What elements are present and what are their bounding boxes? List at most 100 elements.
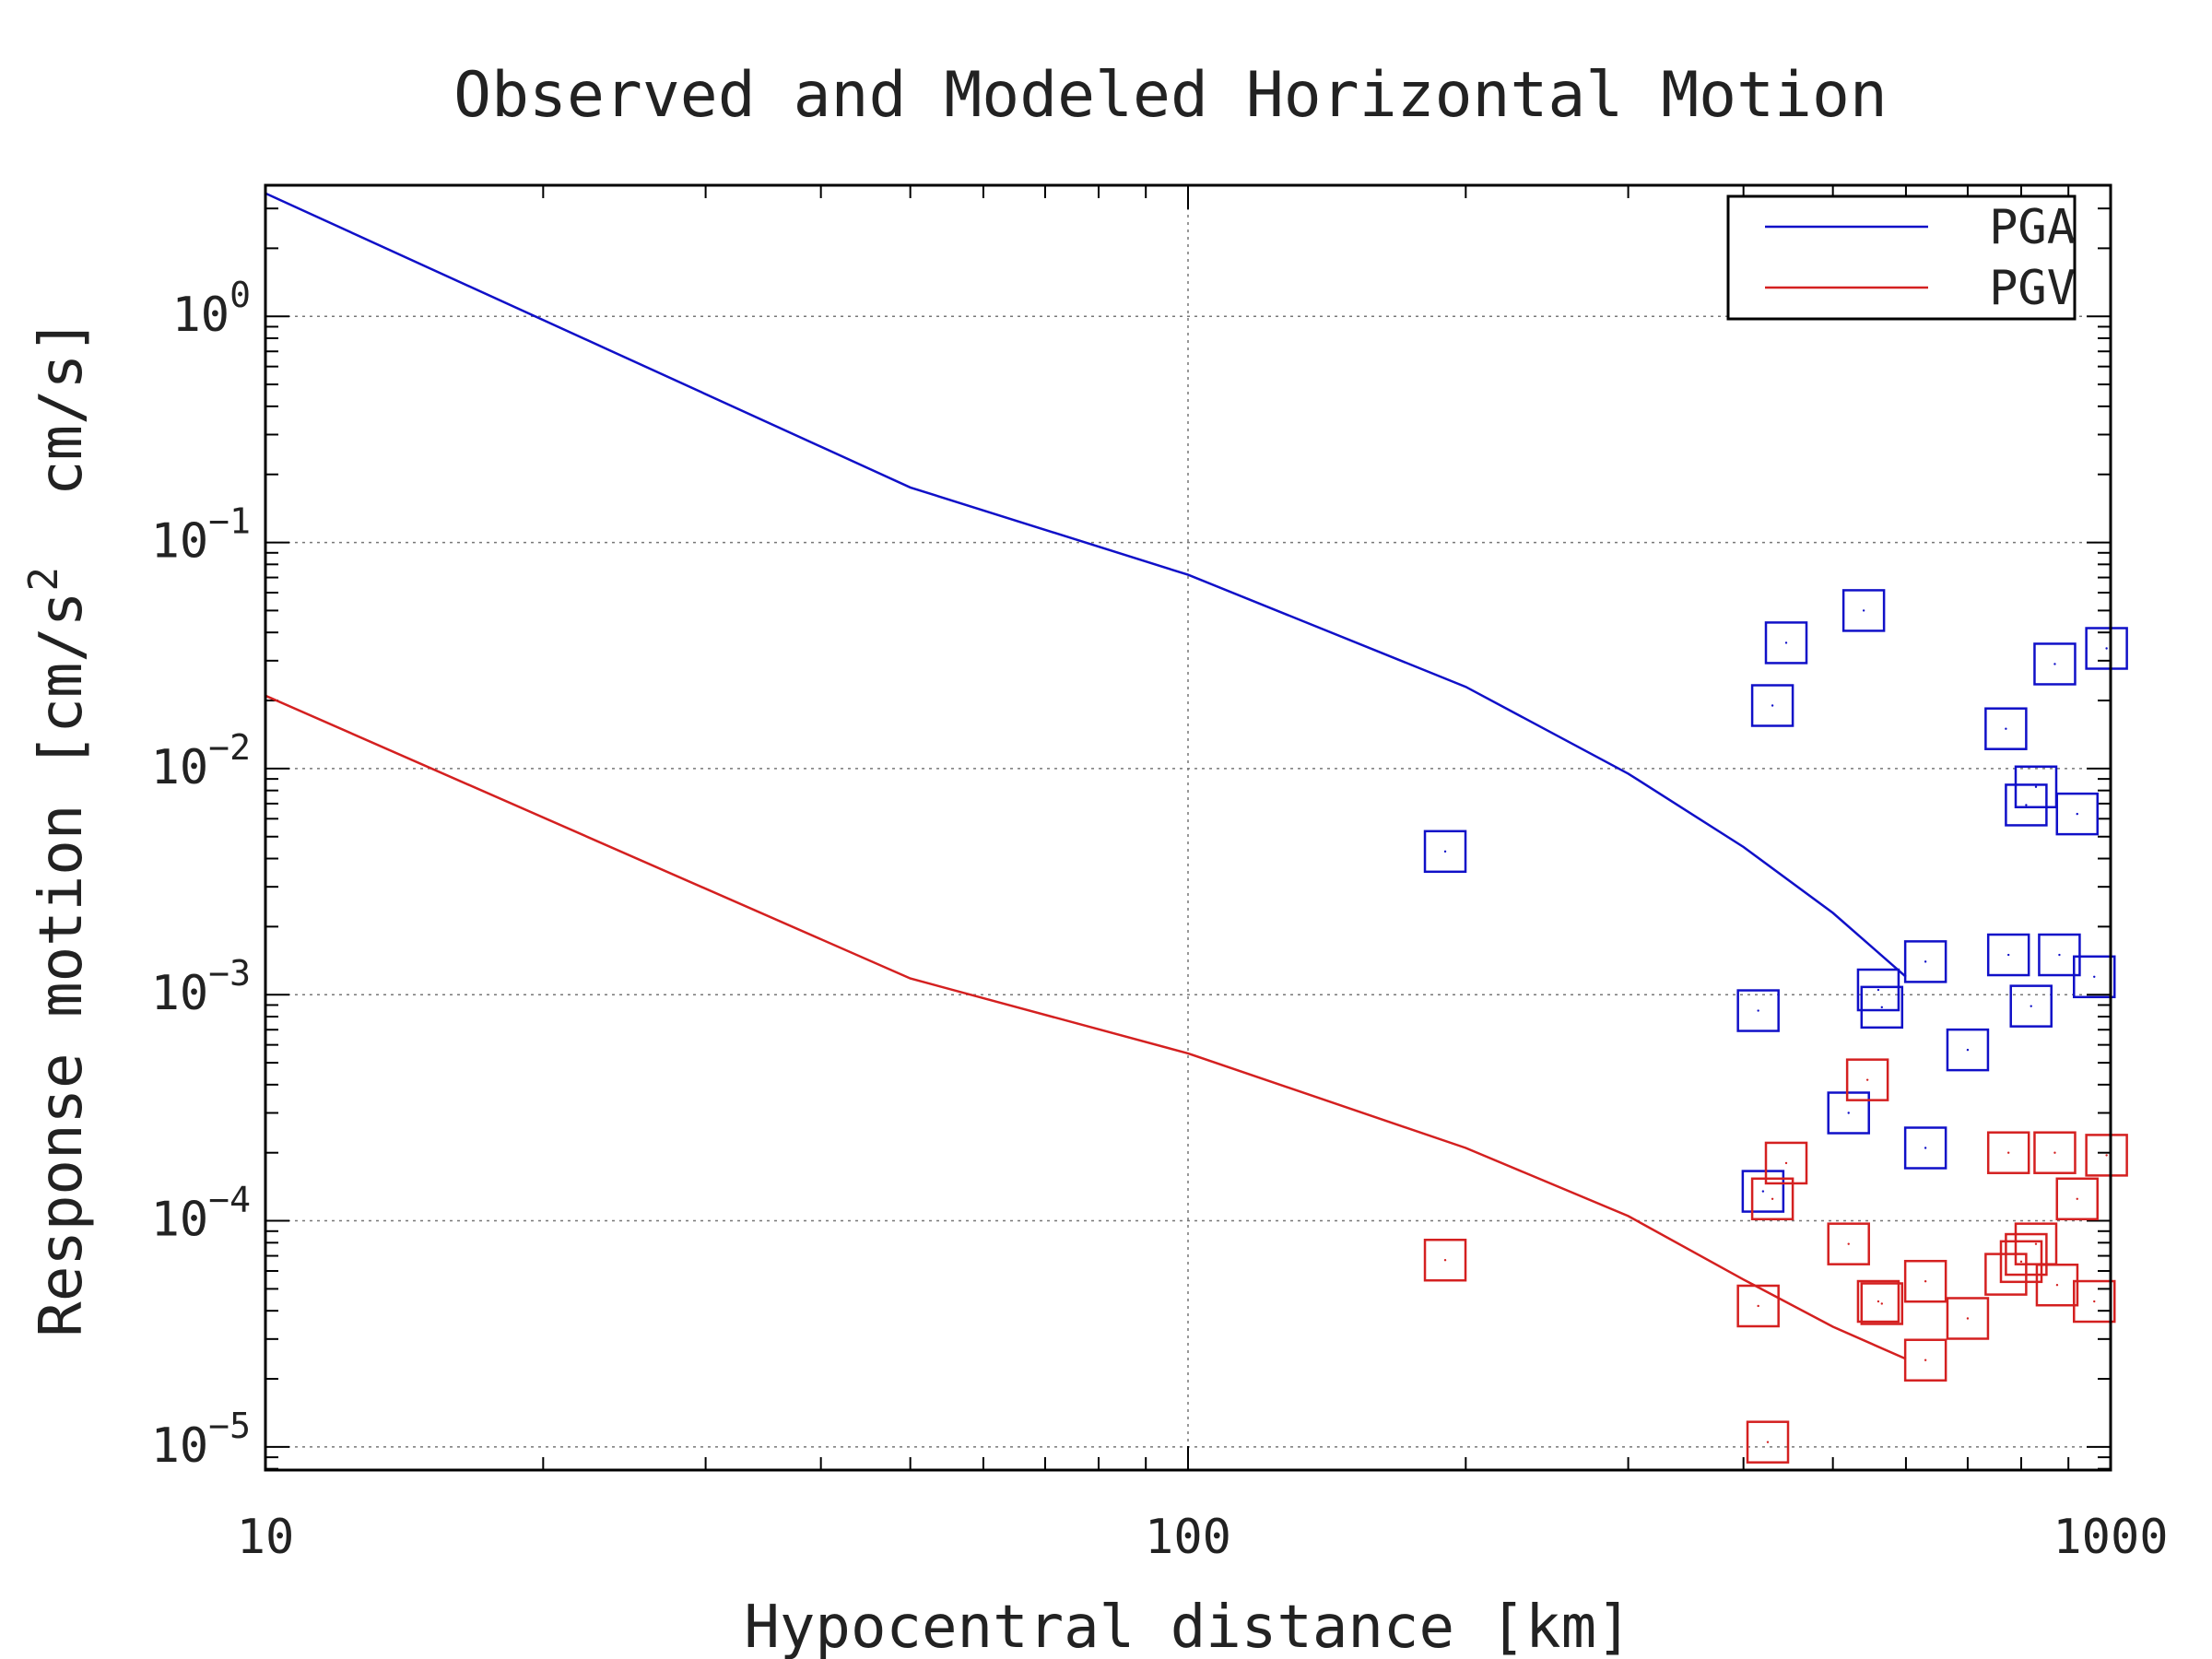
data-point-center-pgv-observed [1877, 1300, 1880, 1303]
data-point-pgv-observed [1764, 1141, 1808, 1185]
data-point-pgv-observed [1845, 1058, 1889, 1101]
tick-labels: 100 10−1 10−2 10−3 10−4 10−5 10 100 1000 [151, 275, 2169, 1565]
data-point-center-pgv-observed [1443, 1259, 1447, 1262]
data-point-pga-observed [1750, 684, 1794, 727]
data-point-center-pgv-observed [1924, 1359, 1927, 1361]
legend: PGA PGV [1726, 194, 2077, 321]
data-point-pga-observed [2033, 642, 2077, 686]
legend-label-pgv: PGV [1989, 261, 2076, 316]
data-point-pga-observed [2009, 984, 2053, 1028]
data-point-center-pgv-observed [1924, 1280, 1927, 1283]
data-point-center-pgv-observed [1880, 1302, 1884, 1305]
data-point-pgv-observed [1750, 1177, 1794, 1221]
data-point-center-pgv-observed [2105, 1154, 2108, 1157]
data-point-center-pga-observed [1880, 1006, 1884, 1009]
grid [265, 185, 2111, 1470]
data-point-center-pga-observed [2076, 812, 2078, 816]
y-tick-label: 10−2 [151, 727, 251, 795]
data-point-pga-observed [1860, 985, 1904, 1030]
data-point-center-pga-observed [1924, 960, 1927, 963]
data-point-pga-observed [1946, 1028, 1990, 1072]
data-point-pga-observed [1984, 707, 2028, 750]
data-point-pgv-observed [2055, 1177, 2100, 1221]
data-point-center-pga-observed [2006, 953, 2010, 957]
data-point-center-pgv-observed [2006, 1151, 2010, 1154]
data-point-pgv-observed [1746, 1420, 1790, 1464]
data-point-center-pgv-observed [1757, 1304, 1759, 1308]
data-point-center-pga-observed [1757, 1009, 1759, 1012]
data-point-pgv-observed [2033, 1131, 2077, 1174]
data-point-pgv-observed [1827, 1222, 1870, 1265]
data-point-center-pga-observed [2093, 975, 2096, 979]
data-point-center-pga-observed [1966, 1048, 1970, 1052]
legend-label-pga: PGA [1989, 200, 2076, 255]
data-point-center-pga-observed [2105, 647, 2108, 650]
data-point-pga-observed [1986, 933, 2030, 977]
data-point-pga-observed [1423, 830, 1467, 874]
y-tick-label: 10−5 [151, 1406, 251, 1474]
y-axis-label-prefix: Response motion [cm/s [28, 592, 96, 1337]
data-point-center-pga-observed [2058, 953, 2061, 957]
data-point-pga-observed [1903, 1126, 1947, 1170]
data-point-center-pga-observed [1443, 850, 1447, 853]
data-point-pga-observed [2038, 933, 2081, 977]
series-layer [265, 192, 2128, 1464]
data-point-pgv-observed [2035, 1263, 2079, 1307]
data-point-pgv-observed [1946, 1297, 1990, 1340]
data-point-center-pgv-observed [2093, 1300, 2096, 1303]
chart-title: Observed and Modeled Horizontal Motion [453, 59, 1888, 132]
data-point-pga-observed [1741, 1170, 1785, 1213]
y-tick-label: 100 [171, 275, 251, 343]
data-point-pgv-observed [1999, 1240, 2043, 1284]
y-axis-label-suffix: cm/s] [28, 318, 96, 567]
data-point-pga-observed [2073, 955, 2116, 999]
legend-box [1726, 194, 2077, 321]
data-point-center-pgv-observed [1847, 1242, 1850, 1245]
y-tick-label: 10−1 [151, 501, 251, 570]
data-point-pgv-observed [1903, 1259, 1947, 1303]
data-point-center-pgv-observed [2019, 1260, 2023, 1264]
data-point-center-pgv-observed [1766, 1441, 1770, 1443]
data-point-center-pga-observed [1847, 1112, 1850, 1114]
series-line-pga [265, 192, 1907, 978]
data-point-center-pga-observed [1924, 1147, 1927, 1149]
data-point-pga-observed [1764, 621, 1808, 665]
data-point-center-pgv-observed [2053, 1151, 2056, 1154]
plot-frame [264, 183, 2112, 1472]
data-point-pga-observed [1903, 940, 1947, 983]
series-line-pgv [265, 694, 1907, 1360]
data-point-center-pgv-observed [1865, 1078, 1869, 1081]
data-point-center-pgv-observed [2055, 1284, 2059, 1287]
data-point-pga-observed [1856, 968, 1900, 1012]
data-point-pgv-observed [1423, 1238, 1467, 1282]
data-point-pgv-observed [2073, 1279, 2116, 1324]
data-point-pga-observed [2055, 792, 2100, 836]
data-point-pgv-observed [1986, 1131, 2030, 1174]
x-tick-label: 100 [1145, 1510, 1231, 1565]
data-point-center-pga-observed [1784, 641, 1788, 644]
data-point-center-pga-observed [2025, 804, 2028, 806]
data-point-pgv-observed [2085, 1134, 2128, 1177]
y-tick-label: 10−3 [151, 953, 251, 1021]
data-point-center-pga-observed [1877, 988, 1880, 992]
data-point-pgv-observed [1856, 1279, 1900, 1324]
data-point-pga-observed [2005, 783, 2048, 827]
y-axis-label-superscript: 2 [20, 567, 67, 592]
data-point-pgv-observed [2005, 1232, 2048, 1277]
data-point-center-pga-observed [2053, 663, 2056, 665]
data-point-center-pgv-observed [1966, 1317, 1970, 1320]
data-point-center-pga-observed [2034, 785, 2038, 788]
x-tick-label: 10 [237, 1510, 295, 1565]
data-point-pga-observed [1827, 1091, 1870, 1135]
y-tick-label: 10−4 [151, 1180, 251, 1248]
data-point-center-pga-observed [2030, 1005, 2032, 1007]
data-point-center-pgv-observed [1771, 1197, 1774, 1200]
data-point-center-pga-observed [1771, 704, 1774, 707]
data-point-pga-observed [2014, 765, 2058, 808]
data-point-pga-observed [2085, 627, 2128, 670]
data-point-center-pgv-observed [1784, 1161, 1788, 1165]
data-point-pgv-observed [1736, 1284, 1780, 1328]
data-point-center-pga-observed [1761, 1190, 1765, 1193]
x-axis-label: Hypocentral distance [km] [744, 1594, 1631, 1659]
